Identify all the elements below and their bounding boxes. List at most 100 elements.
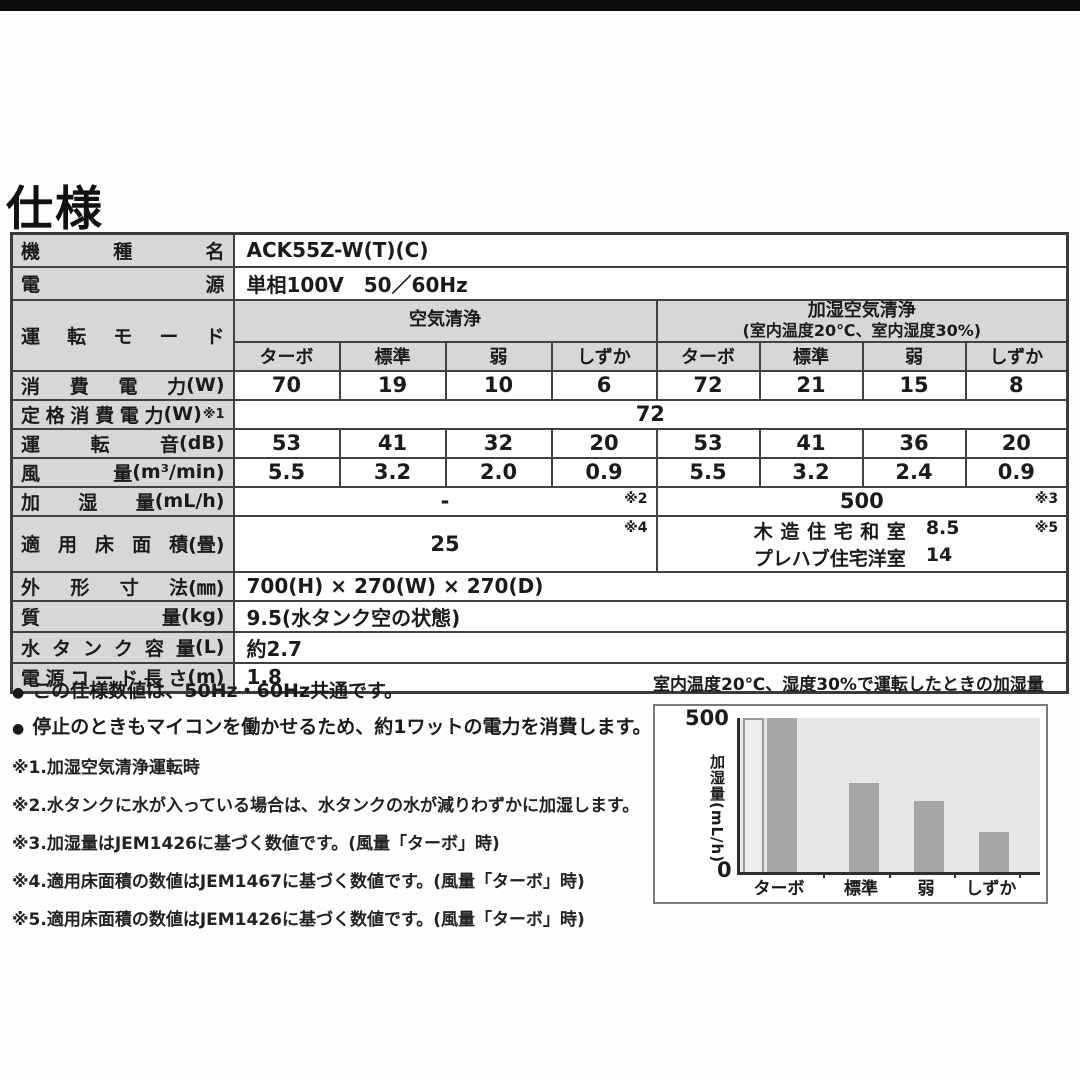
- cell-value: 0.9: [964, 456, 1069, 488]
- bullet-note: ● 停止のときもマイコンを働かせるため、約1ワットの電力を消費します。: [12, 712, 662, 739]
- floor-area-air-cell: 25 ※4: [232, 514, 658, 573]
- row-mode-headers: ターボ 標準 弱 しずか ターボ 標準 弱 しずか: [12, 340, 1069, 372]
- cell-value: 2.4: [861, 456, 967, 488]
- x-axis-tick: [954, 872, 956, 878]
- group-header-humid-clean: 加湿空気清浄 (室内温度20℃、室内湿度30%): [655, 298, 1069, 343]
- mode-header: しずか: [550, 340, 658, 372]
- row-rated-power: 定格消費電力 (W) ※1 72: [10, 398, 1069, 430]
- footnote: ※2.水タンクに水が入っている場合は、水タンクの水が減りわずかに加湿します。: [12, 796, 640, 816]
- page-title: 仕様: [6, 182, 104, 237]
- cell-value: -: [440, 489, 450, 513]
- tank-value: 約2.7: [232, 630, 1069, 664]
- bar-weak: [914, 801, 944, 872]
- chart-title: 室内温度20℃、湿度30%で運転したときの加湿量: [653, 675, 1044, 695]
- cell-value: 3.2: [338, 456, 447, 488]
- mode-header: しずか: [964, 340, 1069, 372]
- footnote-mark: ※3: [1034, 490, 1059, 507]
- mode-header: 標準: [758, 340, 864, 372]
- cell-value: 41: [758, 427, 864, 459]
- footnotes-block: ※1.加湿空気清浄運転時 ※2.水タンクに水が入っている場合は、水タンクの水が減…: [12, 753, 662, 930]
- label-text: 機種名: [21, 240, 225, 263]
- chart-box: 500 0 加湿量(mL/h) ターボ 標準 弱 しずか: [653, 704, 1048, 904]
- footnote-mark: ※4: [624, 519, 648, 536]
- x-axis-tick: [823, 872, 825, 878]
- dimensions-value: 700(H) × 270(W) × 270(D): [232, 570, 1069, 602]
- mode-header: ターボ: [655, 340, 761, 372]
- bar-quiet: [979, 831, 1009, 872]
- room-name: プレハブ住宅洋室: [753, 547, 906, 570]
- rated-power-value: 72: [232, 398, 1069, 430]
- mode-header: 標準: [338, 340, 447, 372]
- row-label-floor-area: 適用床面積 (畳): [10, 514, 235, 573]
- model-value: ACK55Z-W(T)(C): [232, 232, 1069, 268]
- cell-value: 36: [861, 427, 967, 459]
- footnote: ※5.適用床面積の数値はJEM1426に基づく数値です。(風量「ターボ」時): [12, 910, 585, 930]
- bullet-note-text: この仕様数値は、50Hz・60Hz共通です。: [32, 680, 404, 702]
- cell-value: 70: [232, 369, 341, 401]
- row-weight: 質量 (kg) 9.5(水タンク空の状態): [10, 599, 1069, 633]
- row-airflow: 風量 (m³/min) 5.5 3.2 2.0 0.9 5.5 3.2 2.4 0…: [10, 456, 1069, 488]
- row-label-rated-power: 定格消費電力 (W) ※1: [10, 398, 235, 430]
- bullet-icon: ●: [12, 721, 25, 737]
- room-value: 8.5: [925, 516, 960, 539]
- row-label-mode: 運転モード: [10, 298, 235, 372]
- group-humid-line1: 加湿空気清浄: [807, 299, 916, 321]
- y-axis-tick-0: 0: [717, 858, 732, 882]
- y-axis-label: 加湿量(mL/h): [708, 754, 726, 864]
- floor-area-humid-cell: 木造住宅和室 8.5 プレハブ住宅洋室 14 ※5: [655, 514, 1069, 573]
- row-power-source: 電源 単相100V 50／60Hz: [10, 265, 1069, 301]
- cell-value: 2.0: [444, 456, 553, 488]
- room-value: 14: [925, 543, 953, 566]
- row-power-consumption: 消費電力 (W) 70 19 10 6 72 21 15 8: [10, 369, 1069, 401]
- cell-value: 72: [655, 369, 761, 401]
- row-floor-area: 適用床面積 (畳) 25 ※4 木造住宅和室 8.5 プレハブ住宅洋室 14 ※5: [10, 514, 1069, 573]
- room-name: 木造住宅和室: [753, 520, 906, 543]
- row-label-humidification: 加湿量 (mL/h): [10, 485, 235, 517]
- cell-value: 20: [964, 427, 1069, 459]
- cell-value: 53: [655, 427, 761, 459]
- row-label-airflow: 風量 (m³/min): [10, 456, 235, 488]
- bullet-note-text: 停止のときもマイコンを働かせるため、約1ワットの電力を消費します。: [32, 716, 652, 738]
- group-air-label: 空気清浄: [409, 309, 481, 331]
- group-header-air-clean: 空気清浄: [232, 298, 658, 343]
- row-label-model: 機種名: [10, 232, 235, 268]
- row-label-power-consumption: 消費電力 (W): [10, 369, 235, 401]
- footnote: ※4.適用床面積の数値はJEM1467に基づく数値です。(風量「ターボ」時): [12, 872, 585, 892]
- row-mode-groups: 運転モード 空気清浄 加湿空気清浄 (室内温度20℃、室内湿度30%): [10, 298, 1069, 372]
- humidification-chart: 室内温度20℃、湿度30%で運転したときの加湿量 500 0 加湿量(mL/h)…: [653, 670, 1053, 904]
- group-humid-line2: (室内温度20℃、室内湿度30%): [742, 320, 982, 340]
- bullet-note: ● この仕様数値は、50Hz・60Hz共通です。: [12, 676, 662, 703]
- footnote-mark: ※1: [202, 406, 225, 422]
- humidification-air-cell: - ※2: [232, 485, 658, 517]
- row-label-cord: 電源コード長さ (m): [10, 661, 235, 693]
- mode-header: 弱: [861, 340, 967, 372]
- cell-value: 5.5: [655, 456, 761, 488]
- footnote: ※3.加湿量はJEM1426に基づく数値です。(風量「ターボ」時): [12, 834, 500, 854]
- cell-value: 10: [444, 369, 553, 401]
- label-text: 運転モード: [21, 325, 225, 348]
- cell-value: 0.9: [550, 456, 658, 488]
- cell-value: 15: [861, 369, 967, 401]
- row-label-noise: 運転音 (dB): [10, 427, 235, 459]
- bullet-icon: ●: [12, 685, 25, 701]
- x-label-standard: 標準: [844, 879, 878, 899]
- footnote-mark: ※5: [1034, 519, 1059, 536]
- y-axis-tick-500: 500: [685, 706, 729, 730]
- bar-turbo-highlight: [743, 718, 764, 872]
- footnote-mark: ※2: [624, 490, 648, 507]
- weight-value: 9.5(水タンク空の状態): [232, 599, 1069, 633]
- x-label-turbo: ターボ: [753, 879, 805, 899]
- spec-table: 機種名 ACK55Z-W(T)(C) 電源 単相100V 50／60Hz 運転モ…: [10, 232, 1070, 694]
- row-label-weight: 質量 (kg): [10, 599, 235, 633]
- bar-turbo: [767, 718, 797, 872]
- cell-value: 21: [758, 369, 864, 401]
- row-model: 機種名 ACK55Z-W(T)(C): [10, 232, 1069, 268]
- plot-area: [737, 718, 1040, 875]
- cell-value: 32: [444, 427, 553, 459]
- row-label-dimensions: 外形寸法 (㎜): [10, 570, 235, 602]
- cell-value: 500: [839, 489, 884, 513]
- cell-value: 8: [964, 369, 1069, 401]
- x-label-quiet: しずか: [965, 879, 1017, 899]
- cell-value: 6: [550, 369, 658, 401]
- cell-value: 20: [550, 427, 658, 459]
